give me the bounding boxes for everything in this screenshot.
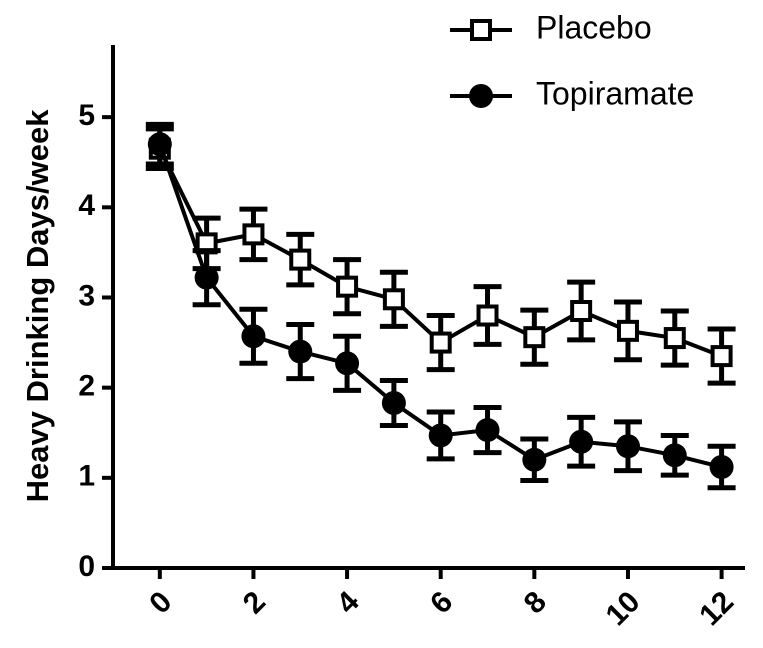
data-point — [382, 288, 405, 311]
data-point — [428, 423, 453, 448]
data-point — [570, 300, 593, 323]
x-tick-label: 12 — [693, 585, 740, 632]
data-point — [475, 418, 500, 443]
data-point — [523, 326, 546, 349]
data-point — [147, 132, 172, 157]
x-tick-label: 0 — [143, 585, 178, 620]
legend-marker — [470, 19, 492, 41]
legend-label: Topiramate — [536, 75, 694, 111]
legend-marker — [469, 84, 493, 108]
x-tick-label: 4 — [330, 585, 365, 620]
data-point — [663, 327, 686, 350]
y-tick-label: 1 — [78, 460, 95, 493]
data-point — [616, 319, 639, 342]
data-point — [335, 351, 360, 376]
y-tick-label: 0 — [78, 550, 95, 583]
data-point — [289, 248, 312, 271]
y-tick-label: 4 — [78, 189, 95, 222]
data-point — [615, 434, 640, 459]
x-tick-label: 8 — [518, 585, 553, 620]
data-point — [194, 265, 219, 290]
data-point — [381, 390, 406, 415]
data-point — [429, 331, 452, 354]
x-tick-label: 6 — [424, 585, 459, 620]
data-point — [336, 275, 359, 298]
data-point — [522, 447, 547, 472]
data-point — [241, 324, 266, 349]
x-tick-label: 2 — [237, 585, 272, 620]
data-point — [242, 223, 265, 246]
y-tick-label: 3 — [78, 279, 95, 312]
data-point — [710, 345, 733, 368]
y-axis-label: Heavy Drinking Days/week — [20, 109, 55, 503]
data-point — [476, 304, 499, 327]
data-point — [569, 429, 594, 454]
data-point — [288, 339, 313, 364]
x-tick-label: 10 — [600, 585, 647, 632]
data-point — [709, 455, 734, 480]
legend-label: Placebo — [536, 9, 652, 45]
y-tick-label: 2 — [78, 370, 95, 403]
y-tick-label: 5 — [78, 99, 95, 132]
data-point — [662, 443, 687, 468]
